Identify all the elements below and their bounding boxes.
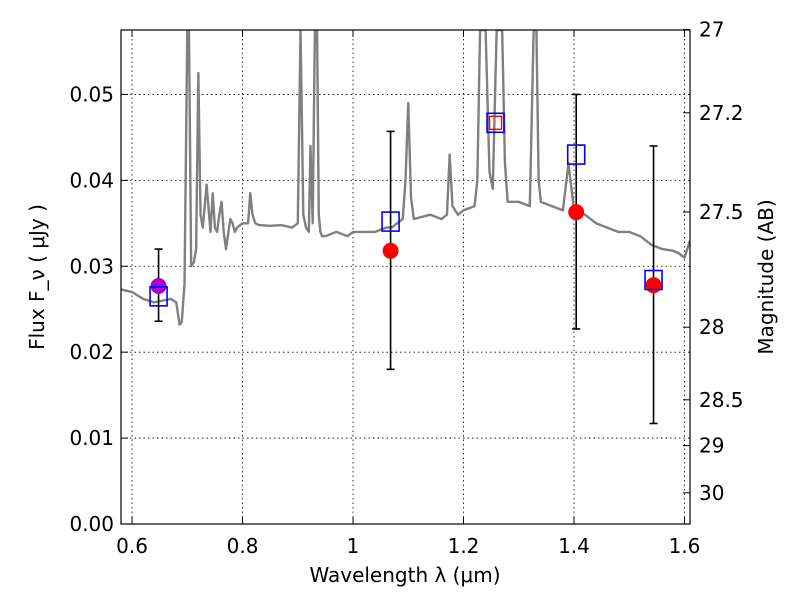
y-tick-label: 0.05 (69, 82, 114, 106)
model-bandpass-box (381, 211, 400, 232)
photometry-point (150, 278, 167, 295)
ticks-layer: 0.6 0.8 1 1.2 1.4 1.6 0.00 0.01 0.02 0.03 0.04 0.05… (69, 18, 743, 558)
y-axis-label: Flux F_ν ( μJy ) (25, 204, 49, 350)
plot-frame (120, 29, 691, 525)
y-tick-label: 0.01 (69, 426, 114, 450)
x-tick-label: 1.6 (669, 534, 701, 558)
model-bandpass-box (644, 269, 663, 291)
x-axis-label: Wavelength λ (μm) (309, 563, 500, 587)
y-tick-label: 0.00 (69, 512, 114, 536)
model-bandpass-box (149, 286, 168, 307)
y2-tick-label: 28 (699, 315, 724, 339)
y2-tick-label: 28.5 (699, 388, 744, 412)
model-bandpass-box (566, 144, 586, 165)
y2-tick-label: 30 (699, 481, 724, 505)
photometry-point (645, 277, 662, 294)
y2-tick-label: 27.5 (699, 200, 744, 224)
model-bandpass-box (486, 112, 505, 134)
x-tick-label: 0.8 (227, 534, 259, 558)
photometry-point (568, 204, 585, 221)
y-tick-label: 0.03 (69, 254, 114, 278)
y2-tick-label: 29 (699, 434, 724, 458)
model-spectrum-line (121, 30, 690, 326)
x-tick-label: 1 (347, 534, 360, 558)
y-tick-label: 0.02 (69, 340, 114, 364)
y2-tick-label: 27.2 (699, 101, 744, 125)
y-tick-label: 0.04 (69, 168, 114, 192)
model-spectrum-layer (121, 30, 690, 326)
axis-labels-layer: Wavelength λ (μm) Flux F_ν ( μJy ) Magni… (25, 199, 778, 587)
x-tick-label: 0.6 (116, 534, 148, 558)
y2-tick-label: 27 (699, 18, 724, 42)
x-tick-label: 1.2 (448, 534, 480, 558)
photometry-point (382, 242, 399, 259)
photometry-points-layer (150, 204, 662, 295)
x-tick-label: 1.4 (558, 534, 590, 558)
grid-lines (121, 30, 690, 524)
model-bandpass-layer (149, 112, 663, 307)
y2-axis-label: Magnitude (AB) (754, 199, 778, 354)
model-bandpass-box-inner (488, 115, 503, 130)
